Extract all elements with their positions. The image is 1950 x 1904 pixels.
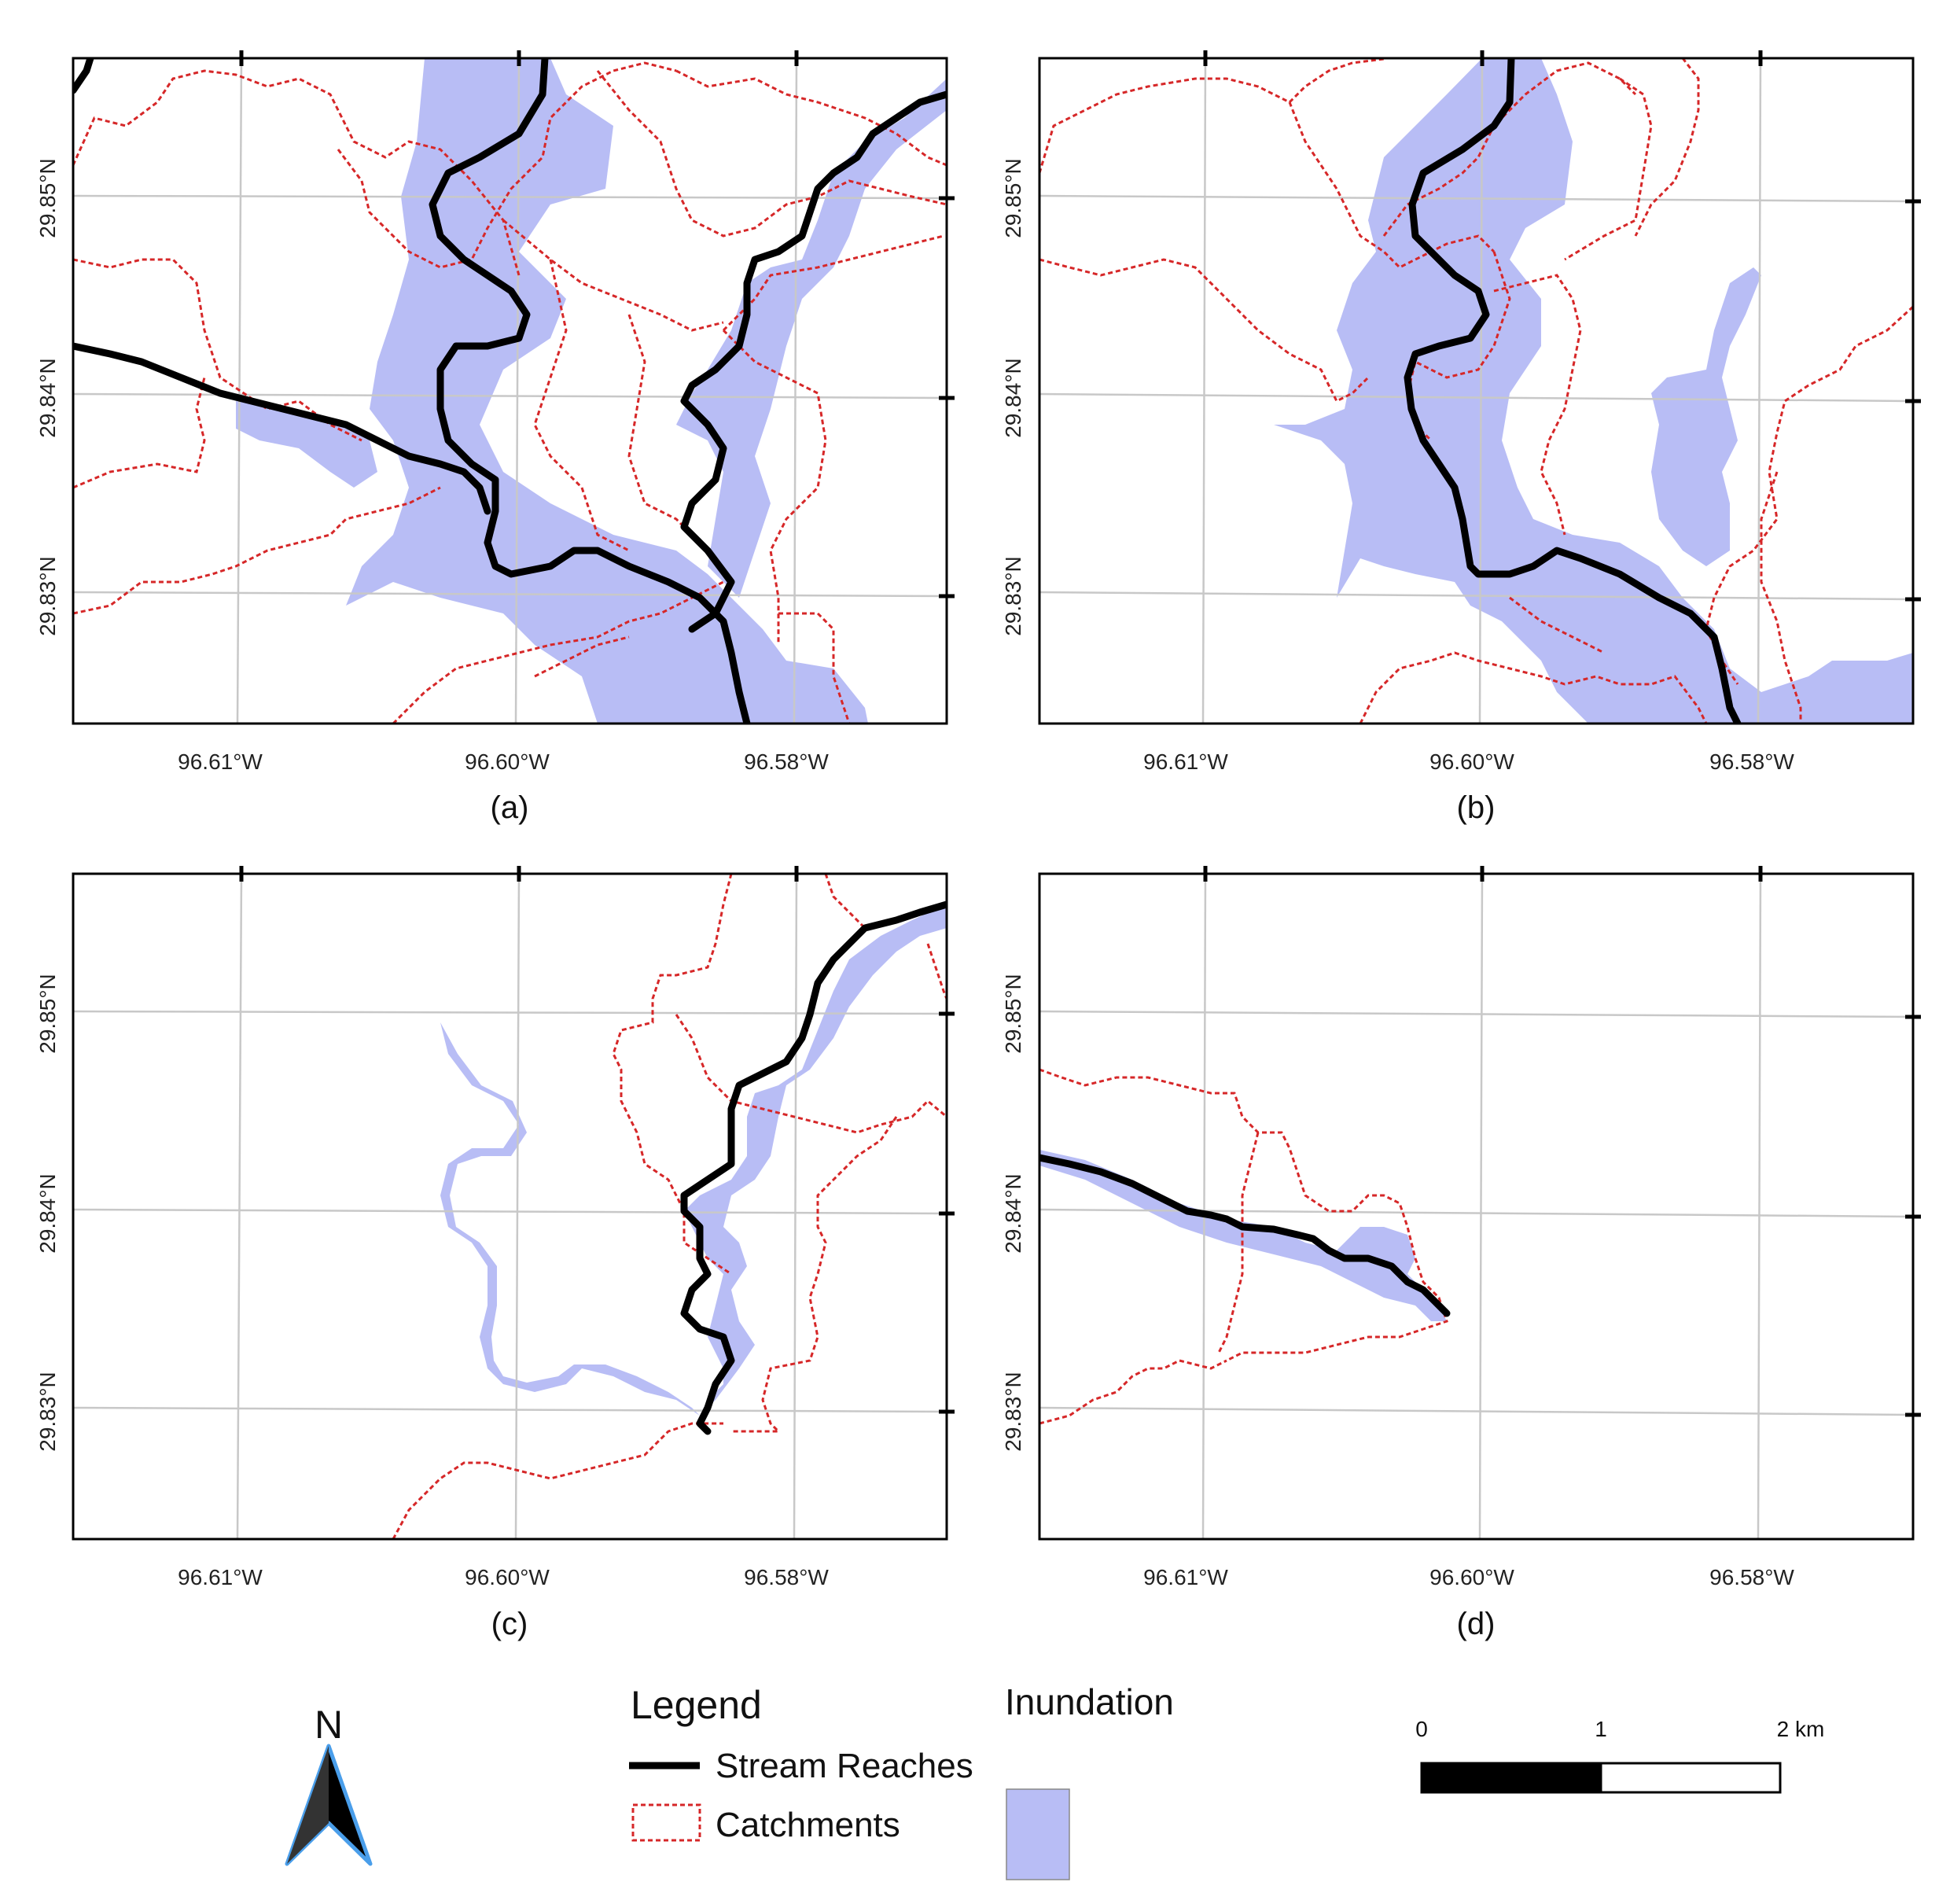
x-tick-label: 96.60°W bbox=[1429, 749, 1514, 774]
stream-reach bbox=[1039, 1154, 1451, 1317]
inundation-area bbox=[1651, 267, 1761, 566]
y-tick-label: 29.84°N bbox=[1001, 1173, 1025, 1254]
stream-reach bbox=[429, 58, 751, 724]
y-tick-label: 29.84°N bbox=[35, 1173, 60, 1254]
map-panel-a-content bbox=[73, 58, 947, 724]
catchment-boundaries bbox=[392, 874, 947, 1539]
stream-reach bbox=[680, 900, 947, 1435]
scale-label: 0 bbox=[1415, 1717, 1428, 1741]
legend-catchment-swatch bbox=[631, 1803, 701, 1842]
catchment-boundaries bbox=[73, 61, 947, 724]
stream-reaches bbox=[1404, 58, 1742, 724]
inundation-area bbox=[684, 874, 947, 1416]
scale-bar: 0 1 2 km bbox=[1415, 1717, 1825, 1794]
map-frame-d bbox=[1038, 872, 1915, 1541]
stream-reach bbox=[1404, 58, 1742, 724]
scale-label: 2 km bbox=[1777, 1717, 1825, 1741]
x-tick-label: 96.61°W bbox=[1143, 749, 1228, 774]
y-tick-label: 29.85°N bbox=[35, 158, 60, 238]
legend-inundation-swatch bbox=[1006, 1788, 1070, 1880]
x-tick-label: 96.58°W bbox=[744, 1565, 829, 1589]
map-frame-c bbox=[72, 872, 948, 1541]
y-tick-label: 29.85°N bbox=[1001, 158, 1025, 238]
scale-segment-black bbox=[1420, 1762, 1602, 1794]
stream-reach bbox=[680, 90, 947, 633]
x-tick-label: 96.58°W bbox=[1709, 749, 1794, 774]
map-panel-c-content bbox=[73, 874, 947, 1539]
stream-reaches bbox=[73, 58, 947, 724]
north-arrow: N bbox=[285, 1703, 373, 1866]
tick-marks bbox=[239, 50, 1921, 1417]
legend-stream-label: Stream Reaches bbox=[716, 1747, 973, 1785]
x-tick-label: 96.58°W bbox=[1709, 1565, 1794, 1589]
legend-catchment-label: Catchments bbox=[716, 1806, 900, 1844]
inundation-legend-title: Inundation bbox=[1005, 1681, 1174, 1722]
panel-caption: (b) bbox=[1457, 790, 1496, 825]
stream-reaches bbox=[1039, 1154, 1451, 1317]
scale-segment-white bbox=[1599, 1762, 1782, 1794]
inundation-area bbox=[346, 58, 868, 724]
panel-caption: (c) bbox=[491, 1607, 528, 1641]
inundation-area bbox=[676, 79, 947, 598]
y-tick-label: 29.84°N bbox=[1001, 358, 1025, 438]
inundation-area bbox=[236, 401, 377, 488]
x-tick-label: 96.61°W bbox=[1143, 1565, 1228, 1589]
inundation-area bbox=[1274, 58, 1913, 724]
stream-reaches bbox=[680, 900, 947, 1435]
y-tick-label: 29.83°N bbox=[1001, 1372, 1025, 1452]
x-tick-label: 96.60°W bbox=[465, 749, 550, 774]
map-frame-b bbox=[1038, 57, 1915, 725]
grid-lines bbox=[73, 874, 947, 1539]
panel-caption: (d) bbox=[1457, 1607, 1496, 1641]
stream-reach bbox=[73, 58, 94, 94]
y-tick-label: 29.84°N bbox=[35, 358, 60, 438]
stream-reach bbox=[73, 342, 491, 515]
inundation-area bbox=[440, 1022, 700, 1416]
x-tick-label: 96.61°W bbox=[178, 749, 263, 774]
legend-title: Legend bbox=[631, 1683, 762, 1727]
x-tick-label: 96.61°W bbox=[178, 1565, 263, 1589]
legend: Legend Stream Reaches Catchments Inundat… bbox=[629, 1681, 1174, 1880]
y-tick-label: 29.85°N bbox=[1001, 974, 1025, 1054]
catchment-boundaries bbox=[1039, 1068, 1448, 1425]
panel-caption: (a) bbox=[491, 790, 529, 825]
y-tick-label: 29.83°N bbox=[35, 1372, 60, 1452]
map-panel-d-content bbox=[1039, 874, 1913, 1539]
north-arrow-shade bbox=[287, 1746, 329, 1864]
north-label: N bbox=[315, 1703, 343, 1747]
x-tick-label: 96.60°W bbox=[465, 1565, 550, 1589]
y-tick-label: 29.83°N bbox=[1001, 556, 1025, 636]
y-tick-label: 29.83°N bbox=[35, 556, 60, 636]
map-panel-b-content bbox=[1039, 58, 1913, 724]
x-tick-label: 96.60°W bbox=[1429, 1565, 1514, 1589]
scale-label: 1 bbox=[1595, 1717, 1607, 1741]
map-frame-a bbox=[72, 57, 948, 725]
y-tick-label: 29.85°N bbox=[35, 974, 60, 1054]
x-tick-label: 96.58°W bbox=[744, 749, 829, 774]
